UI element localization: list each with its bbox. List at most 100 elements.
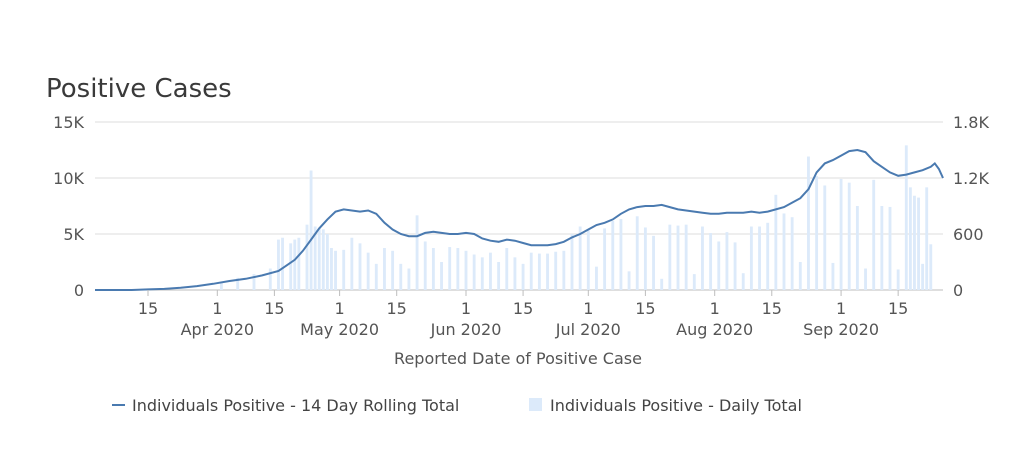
daily-bar[interactable] xyxy=(313,226,317,290)
legend-item-daily[interactable]: Individuals Positive - Daily Total xyxy=(529,396,802,415)
daily-bar[interactable] xyxy=(480,257,484,290)
daily-bar[interactable] xyxy=(888,206,892,290)
daily-bar[interactable] xyxy=(546,253,549,290)
daily-bar[interactable] xyxy=(660,278,664,290)
daily-bar[interactable] xyxy=(807,156,810,290)
daily-bar[interactable] xyxy=(635,216,639,290)
daily-bar[interactable] xyxy=(709,233,713,290)
daily-bar[interactable] xyxy=(537,253,541,290)
daily-bar[interactable] xyxy=(839,178,843,290)
legend-item-rolling[interactable]: Individuals Positive - 14 Day Rolling To… xyxy=(112,396,459,415)
daily-bar[interactable] xyxy=(415,215,419,290)
daily-bar[interactable] xyxy=(652,235,655,290)
daily-bar[interactable] xyxy=(562,250,566,290)
daily-bar[interactable] xyxy=(513,257,517,290)
daily-bar[interactable] xyxy=(823,185,827,290)
daily-bar[interactable] xyxy=(289,243,293,290)
x-tick-label: 1 xyxy=(461,299,471,318)
daily-bar[interactable] xyxy=(684,224,688,290)
daily-bar[interactable] xyxy=(741,273,745,290)
daily-bar[interactable] xyxy=(334,250,337,290)
daily-bar[interactable] xyxy=(293,239,297,290)
daily-bar[interactable] xyxy=(595,266,598,290)
daily-bar[interactable] xyxy=(774,194,778,290)
daily-bar[interactable] xyxy=(692,274,696,290)
daily-bar[interactable] xyxy=(268,268,272,290)
daily-bar[interactable] xyxy=(472,254,476,290)
daily-bar[interactable] xyxy=(554,251,558,290)
daily-bar[interactable] xyxy=(277,239,280,290)
daily-bar[interactable] xyxy=(627,271,631,290)
daily-bar[interactable] xyxy=(330,248,333,290)
daily-bar[interactable] xyxy=(758,226,761,290)
daily-bar[interactable] xyxy=(717,241,721,290)
daily-bar[interactable] xyxy=(782,213,786,290)
daily-bar[interactable] xyxy=(872,179,876,290)
daily-bar[interactable] xyxy=(896,269,900,290)
daily-bar[interactable] xyxy=(880,206,884,290)
daily-bar[interactable] xyxy=(925,187,929,290)
daily-bar[interactable] xyxy=(831,262,835,290)
daily-bar[interactable] xyxy=(603,228,607,290)
daily-bar[interactable] xyxy=(350,237,354,290)
daily-bar[interactable] xyxy=(921,263,925,290)
daily-bar[interactable] xyxy=(423,241,427,290)
daily-bar[interactable] xyxy=(297,237,301,290)
daily-bar[interactable] xyxy=(236,277,240,290)
daily-bar[interactable] xyxy=(325,234,329,290)
daily-bar[interactable] xyxy=(643,227,647,290)
daily-bar[interactable] xyxy=(578,226,582,290)
daily-bar[interactable] xyxy=(766,222,770,290)
daily-bar[interactable] xyxy=(391,250,395,290)
daily-bar[interactable] xyxy=(570,234,574,290)
daily-bar[interactable] xyxy=(855,206,859,290)
daily-bar[interactable] xyxy=(321,229,325,290)
daily-bar[interactable] xyxy=(252,274,256,290)
daily-bar[interactable] xyxy=(456,248,460,290)
y-left-tick-label: 5K xyxy=(63,225,84,244)
daily-bar[interactable] xyxy=(497,262,501,290)
daily-bar[interactable] xyxy=(358,243,362,290)
daily-bar[interactable] xyxy=(309,170,313,290)
daily-bar[interactable] xyxy=(489,252,492,290)
daily-bar[interactable] xyxy=(399,263,403,290)
daily-total-bars[interactable] xyxy=(219,145,933,290)
daily-bar[interactable] xyxy=(342,249,346,290)
daily-bar[interactable] xyxy=(815,176,819,290)
daily-bar[interactable] xyxy=(847,182,851,290)
daily-bar[interactable] xyxy=(798,262,802,290)
daily-bar[interactable] xyxy=(383,248,386,290)
daily-bar[interactable] xyxy=(219,281,223,290)
y-right-tick-label: 1.8K xyxy=(953,113,989,132)
daily-bar[interactable] xyxy=(407,268,411,290)
daily-bar[interactable] xyxy=(529,252,533,290)
daily-bar[interactable] xyxy=(586,230,590,290)
daily-bar[interactable] xyxy=(366,252,370,290)
daily-bar[interactable] xyxy=(305,224,309,290)
daily-bar[interactable] xyxy=(725,232,729,290)
daily-bar[interactable] xyxy=(374,263,378,290)
daily-bar[interactable] xyxy=(929,244,933,290)
daily-bar[interactable] xyxy=(913,195,916,290)
daily-bar[interactable] xyxy=(619,219,623,290)
daily-bar[interactable] xyxy=(505,248,509,290)
daily-bar[interactable] xyxy=(668,224,672,290)
daily-bar[interactable] xyxy=(676,225,680,290)
rolling-total-line[interactable] xyxy=(95,148,944,291)
daily-bar[interactable] xyxy=(749,226,753,290)
daily-bar[interactable] xyxy=(281,237,284,290)
daily-bar[interactable] xyxy=(317,228,321,290)
daily-bar[interactable] xyxy=(864,268,867,290)
daily-bar[interactable] xyxy=(431,248,435,290)
daily-bar[interactable] xyxy=(440,262,443,290)
daily-bar[interactable] xyxy=(701,226,704,290)
daily-bar[interactable] xyxy=(790,217,794,290)
daily-bar[interactable] xyxy=(733,242,737,290)
daily-bar[interactable] xyxy=(521,263,525,290)
daily-bar[interactable] xyxy=(908,187,912,290)
daily-bar[interactable] xyxy=(448,247,452,290)
daily-bar[interactable] xyxy=(464,250,468,290)
daily-bar[interactable] xyxy=(917,197,920,290)
daily-bar[interactable] xyxy=(904,145,908,290)
daily-bar[interactable] xyxy=(611,220,615,290)
